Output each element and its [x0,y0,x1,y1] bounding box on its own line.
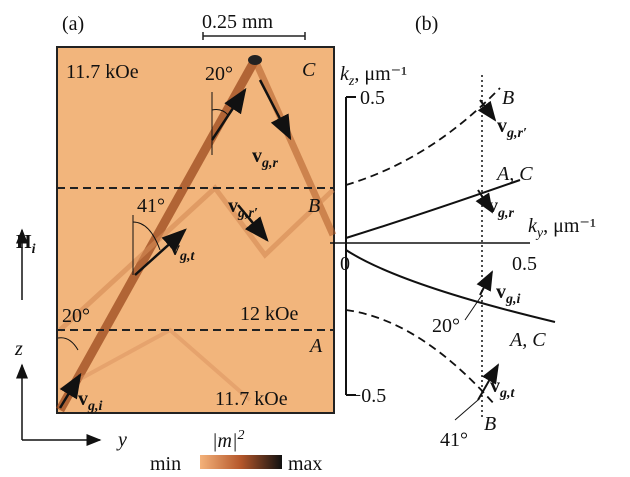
angle-label: 20° [62,305,90,327]
v: v [170,238,180,260]
region-label: B [308,195,320,217]
h-label: Hi [16,231,36,257]
angle-label: 41° [440,429,468,451]
v: v [228,195,238,217]
v: v [488,195,498,217]
curve-label: A, C [508,329,546,351]
curve-label: A, C [495,163,533,185]
figure: (a) 0.25 mm 11.7 kOe C 20° vg,r 41° vg,r… [0,0,630,477]
focus-spot [248,55,262,65]
y-label: y [116,429,127,451]
sub: g,i [505,292,521,307]
sub: g,t [499,386,516,401]
velocity-label: vg,r′ [497,115,527,141]
kz-label: kz, μm⁻¹ [340,63,407,89]
unit: , μm⁻¹ [354,63,407,85]
angle-ref [455,400,478,420]
angle-label: 20° [432,315,460,337]
sub: g,t [179,249,196,264]
m: |m| [212,430,237,452]
angle-label: 20° [205,63,233,85]
v: v [490,375,500,397]
sub: g,r′ [506,126,527,141]
sub: g,r [261,156,279,171]
field-label: 11.7 kOe [215,388,288,410]
angle-label: 41° [137,195,165,217]
origin: 0 [340,253,350,275]
kz-tick: 0.5 [360,87,385,109]
field-label: 11.7 kOe [66,61,139,83]
ky-label: ky, μm⁻¹ [528,215,596,241]
sub: i [32,242,36,257]
colorbar [200,455,282,469]
curve-label: B [502,87,514,109]
power: 2 [237,428,244,443]
scale-bar [203,32,305,40]
sub: g,r′ [237,206,258,221]
panel-a: (a) 0.25 mm 11.7 kOe C 20° vg,r 41° vg,r… [14,11,334,475]
region-label: A [308,335,323,357]
scale-label: 0.25 mm [202,11,274,33]
colorbar-title: |m|2 [212,428,244,452]
colorbar-max: max [288,453,322,475]
v: v [78,388,88,410]
velocity-label: vg,t [490,375,516,401]
ky-tick: 0.5 [512,253,537,275]
panel-label: (a) [62,13,84,35]
region-label: C [302,59,316,81]
velocity-label: vg,i [496,281,521,307]
colorbar-min: min [150,453,181,475]
unit: , μm⁻¹ [543,215,596,237]
field-label: 12 kOe [240,303,298,325]
velocity-label: vg,r [488,195,515,221]
v: v [496,281,506,303]
curve-label: B [484,413,496,435]
panel-b: (b) kz, μm⁻¹ 0.5 B vg,r′ A, C vg,r ky, μ… [330,13,596,451]
sub: g,i [87,399,103,414]
v: v [497,115,507,137]
z-label: z [14,338,23,360]
sub: g,r [497,206,515,221]
kz-tick: −0.5 [350,385,386,407]
panel-label: (b) [415,13,438,35]
v: v [252,145,262,167]
h: H [16,231,32,253]
